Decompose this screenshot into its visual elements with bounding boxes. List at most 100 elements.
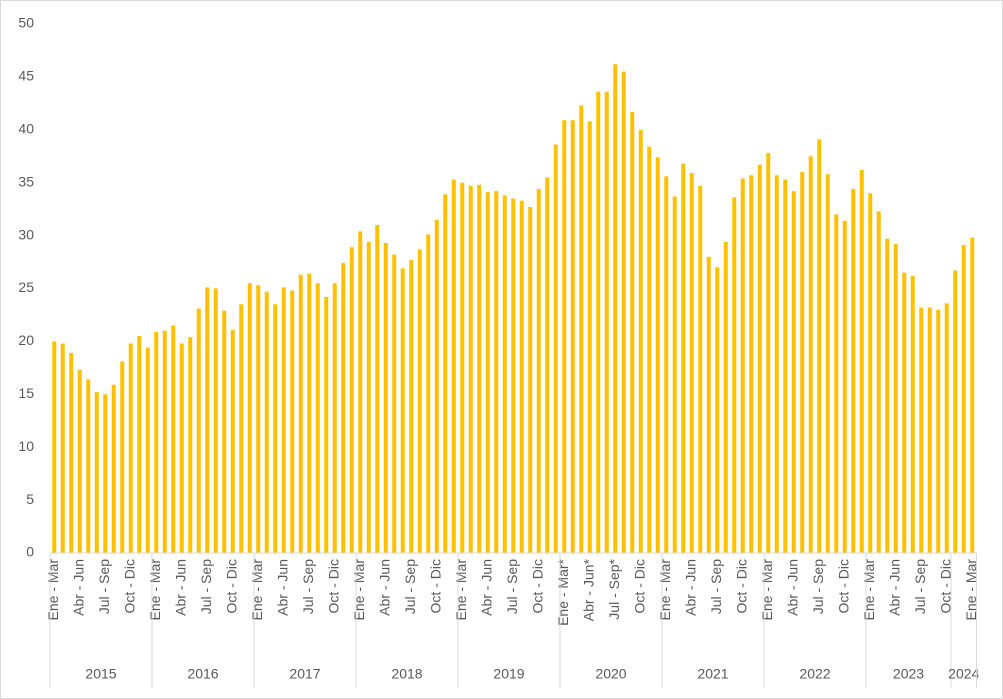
bar <box>664 176 669 554</box>
y-tick-label: 50 <box>18 15 34 31</box>
bar <box>936 309 941 553</box>
y-tick-label: 0 <box>26 544 34 560</box>
bar <box>519 200 524 553</box>
y-tick-label: 20 <box>18 332 34 348</box>
x-tick-label: Abr - Jun* <box>580 558 596 621</box>
bar <box>154 331 159 553</box>
y-tick-label: 40 <box>18 121 34 137</box>
bar <box>613 64 618 553</box>
x-tick-label: Abr - Jun <box>376 559 392 616</box>
x-tick-label: Jul - Sep <box>504 559 520 614</box>
group-label: 2015 <box>85 666 116 682</box>
bar <box>672 196 677 554</box>
bar <box>477 184 482 554</box>
x-tick-label: Ene - Mar <box>759 559 775 621</box>
bar <box>749 175 754 553</box>
x-tick-label: Ene - Mar <box>147 559 163 621</box>
bar <box>647 146 652 553</box>
bar <box>953 270 958 553</box>
y-tick-label: 30 <box>18 226 34 242</box>
bar <box>791 191 796 553</box>
bar <box>800 172 805 553</box>
bar <box>128 343 133 553</box>
bar <box>774 175 779 553</box>
x-tick-label: Jul - Sep <box>402 559 418 614</box>
x-tick-label: Oct - Dic <box>325 559 341 613</box>
bar <box>621 71 626 554</box>
bar <box>315 283 320 553</box>
bar <box>247 283 252 553</box>
bar <box>698 185 703 553</box>
bar <box>638 129 643 554</box>
bar <box>723 241 728 553</box>
bar <box>553 144 558 553</box>
bar <box>451 179 456 553</box>
x-tick-label: Ene - Mar <box>963 559 979 621</box>
bar <box>961 245 966 553</box>
bar <box>179 343 184 553</box>
y-tick-label: 10 <box>18 438 34 454</box>
x-tick-label: Abr - Jun <box>886 559 902 616</box>
bar <box>426 234 431 554</box>
bar <box>392 254 397 554</box>
bar <box>570 120 575 553</box>
x-tick-label: Abr - Jun <box>478 559 494 616</box>
bar <box>706 256 711 553</box>
bar <box>834 214 839 553</box>
group-label: 2017 <box>289 666 320 682</box>
bar <box>298 274 303 553</box>
bar <box>817 139 822 553</box>
x-tick-label: Oct - Dic <box>631 559 647 613</box>
bar <box>162 330 167 553</box>
bar <box>400 268 405 553</box>
bar <box>366 241 371 553</box>
x-tick-label: Ene - Mar <box>45 559 61 621</box>
bar <box>324 296 329 553</box>
bar <box>375 225 380 553</box>
bar <box>443 194 448 553</box>
bar <box>332 283 337 553</box>
bar <box>545 177 550 553</box>
group-label: 2024 <box>948 666 979 682</box>
x-tick-label: Abr - Jun <box>172 559 188 616</box>
bar <box>757 164 762 554</box>
x-tick-label: Oct - Dic <box>937 559 953 613</box>
bar <box>655 157 660 554</box>
bar <box>511 198 516 553</box>
bar <box>944 303 949 553</box>
bar <box>239 304 244 553</box>
x-tick-label: Oct - Dic <box>427 559 443 613</box>
x-tick-label: Oct - Dic <box>121 559 137 613</box>
bar <box>77 369 82 553</box>
x-tick-label: Jul - Sep <box>300 559 316 614</box>
bar <box>86 379 91 553</box>
bar <box>417 249 422 553</box>
x-tick-label: Ene - Mar <box>249 559 265 621</box>
bar <box>349 247 354 553</box>
x-tick-label: Oct - Dic <box>529 559 545 613</box>
bar <box>910 275 915 553</box>
bar <box>103 394 108 553</box>
x-tick-label: Jul - Sep <box>708 559 724 614</box>
bar <box>893 244 898 553</box>
bar <box>596 91 601 553</box>
x-tick-label: Jul - Sep <box>96 559 112 614</box>
bar <box>876 211 881 554</box>
bar <box>281 287 286 553</box>
bar <box>485 192 490 554</box>
x-tick-label: Ene - Mar <box>657 559 673 621</box>
group-label: 2019 <box>493 666 524 682</box>
x-tick-label: Ene - Mar <box>861 559 877 621</box>
x-tick-label: Jul - Sep <box>912 559 928 614</box>
y-tick-label: 25 <box>18 279 34 295</box>
bar <box>783 179 788 553</box>
bar <box>681 163 686 553</box>
bar <box>528 207 533 553</box>
bar <box>715 267 720 553</box>
bar <box>264 291 269 553</box>
bar <box>732 197 737 553</box>
bar <box>808 156 813 553</box>
bar <box>766 153 771 554</box>
bar <box>188 337 193 553</box>
